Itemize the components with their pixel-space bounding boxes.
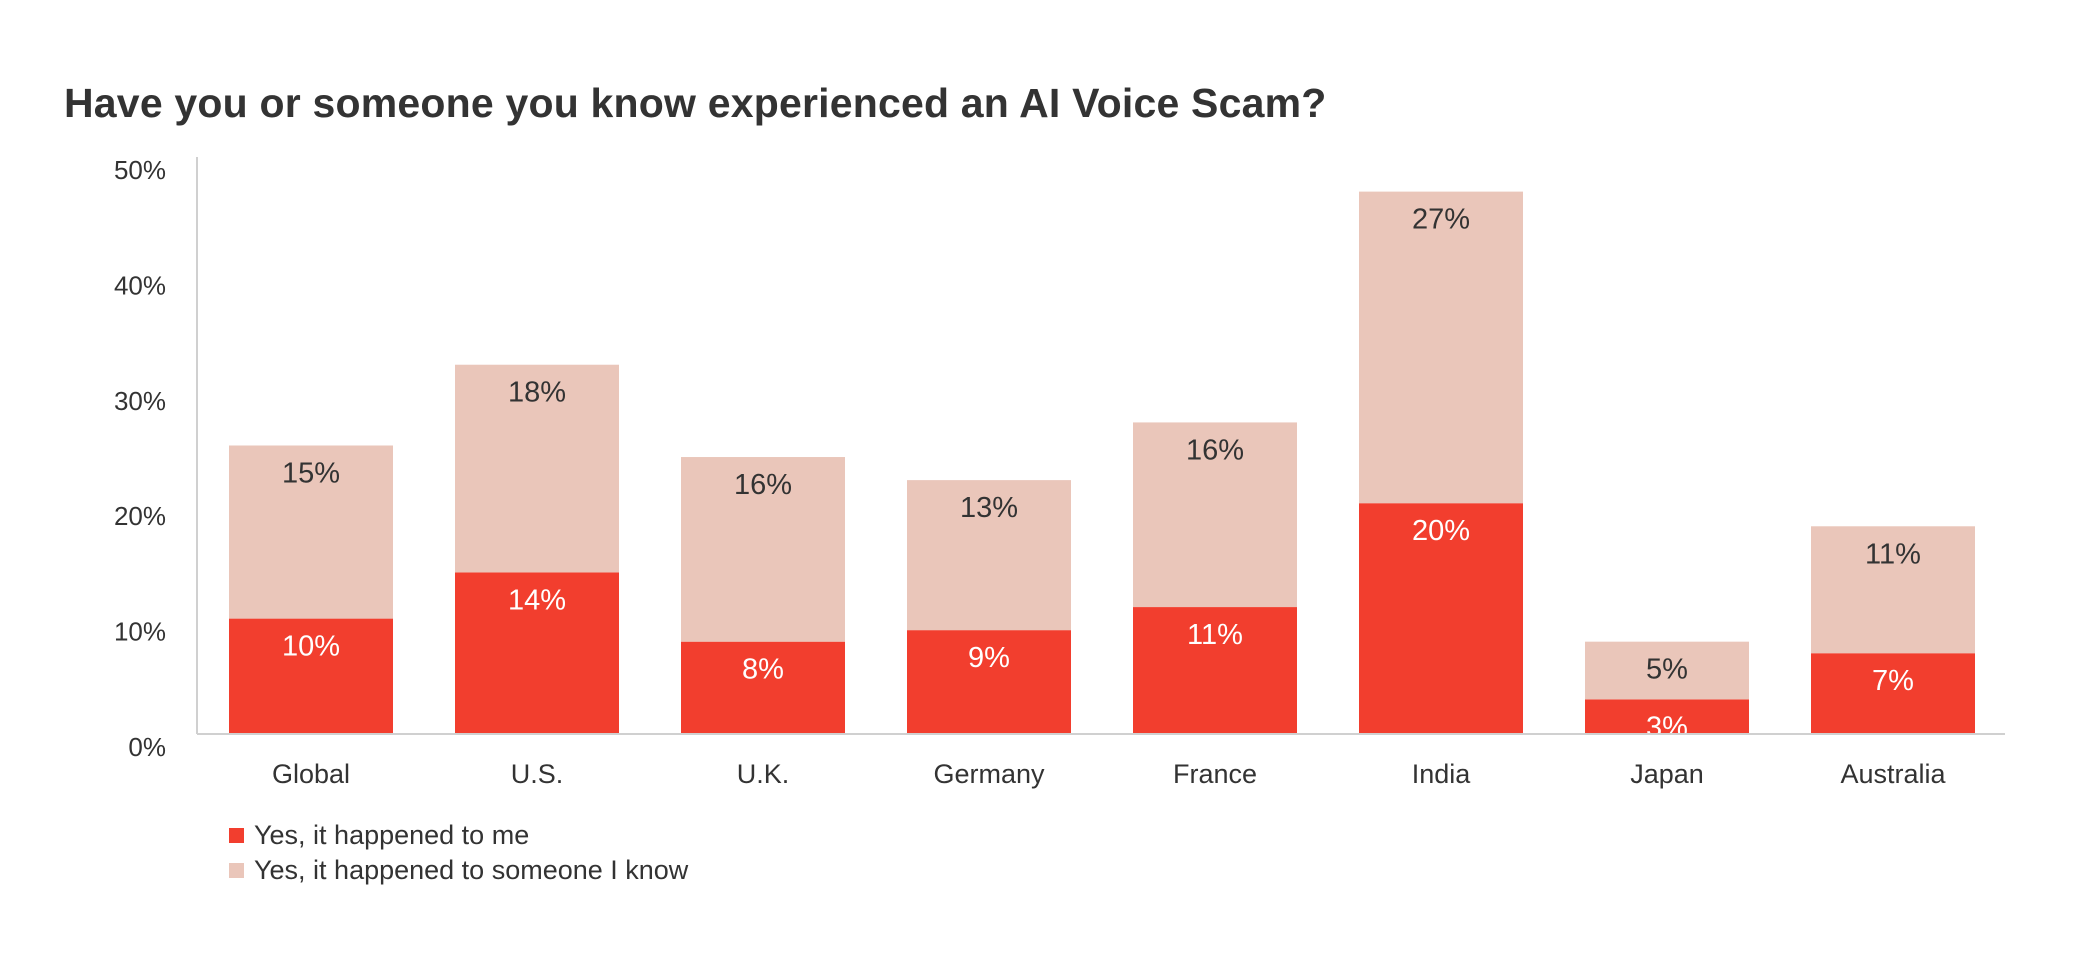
- data-label: 5%: [1646, 654, 1688, 686]
- data-label: 7%: [1872, 665, 1914, 697]
- bar-segment-someone: [455, 364, 619, 573]
- bar-segment-someone: [907, 480, 1071, 631]
- bar-segment-me: [229, 618, 393, 734]
- y-tick-label: 50%: [114, 155, 166, 185]
- data-label: 16%: [734, 469, 792, 501]
- x-tick-label: U.K.: [737, 759, 790, 789]
- bar-segment-me: [1811, 653, 1975, 734]
- legend-swatch-someone: [229, 863, 244, 878]
- data-label: 20%: [1412, 515, 1470, 547]
- x-tick-label: Germany: [933, 759, 1045, 789]
- data-label: 11%: [1187, 619, 1243, 651]
- data-label: 18%: [508, 377, 566, 409]
- bar-segment-me: [1585, 699, 1749, 734]
- x-tick-label: Global: [272, 759, 350, 789]
- y-tick-label: 0%: [128, 732, 166, 762]
- bar-segment-someone: [1585, 641, 1749, 700]
- bar-segment-me: [455, 572, 619, 734]
- legend-item-me: Yes, it happened to me: [229, 820, 529, 851]
- data-label: 11%: [1865, 538, 1921, 570]
- bar-segment-me: [681, 641, 845, 734]
- data-label: 3%: [1646, 711, 1688, 743]
- data-label: 16%: [1186, 434, 1244, 466]
- x-tick-label: U.S.: [511, 759, 564, 789]
- data-label: 8%: [742, 654, 784, 686]
- bar-segment-me: [1359, 503, 1523, 734]
- x-tick-label: France: [1173, 759, 1257, 789]
- data-label: 10%: [282, 631, 340, 663]
- x-tick-label: Japan: [1630, 759, 1704, 789]
- bar-segment-someone: [1133, 422, 1297, 608]
- legend-label-someone: Yes, it happened to someone I know: [254, 855, 689, 885]
- x-tick-label: India: [1412, 759, 1472, 789]
- data-label: 13%: [960, 492, 1018, 524]
- bar-segment-me: [1133, 607, 1297, 734]
- bar-segment-someone: [1811, 526, 1975, 654]
- data-label: 15%: [282, 458, 340, 490]
- chart-title: Have you or someone you know experienced…: [64, 80, 1327, 126]
- data-label: 9%: [968, 642, 1010, 674]
- legend-item-someone: Yes, it happened to someone I know: [229, 855, 688, 886]
- legend-label-me: Yes, it happened to me: [254, 820, 530, 850]
- x-tick-label: Australia: [1840, 759, 1946, 789]
- y-tick-label: 30%: [114, 386, 166, 416]
- y-tick-label: 40%: [114, 270, 166, 300]
- bar-segment-someone: [229, 445, 393, 619]
- bar-segment-someone: [681, 457, 845, 642]
- bar-segment-me: [907, 630, 1071, 734]
- data-label: 27%: [1412, 204, 1470, 236]
- y-tick-label: 10%: [114, 617, 166, 647]
- bar-segment-someone: [1359, 191, 1523, 504]
- legend-swatch-me: [229, 828, 244, 843]
- y-tick-label: 20%: [114, 501, 166, 531]
- data-label: 14%: [508, 584, 566, 616]
